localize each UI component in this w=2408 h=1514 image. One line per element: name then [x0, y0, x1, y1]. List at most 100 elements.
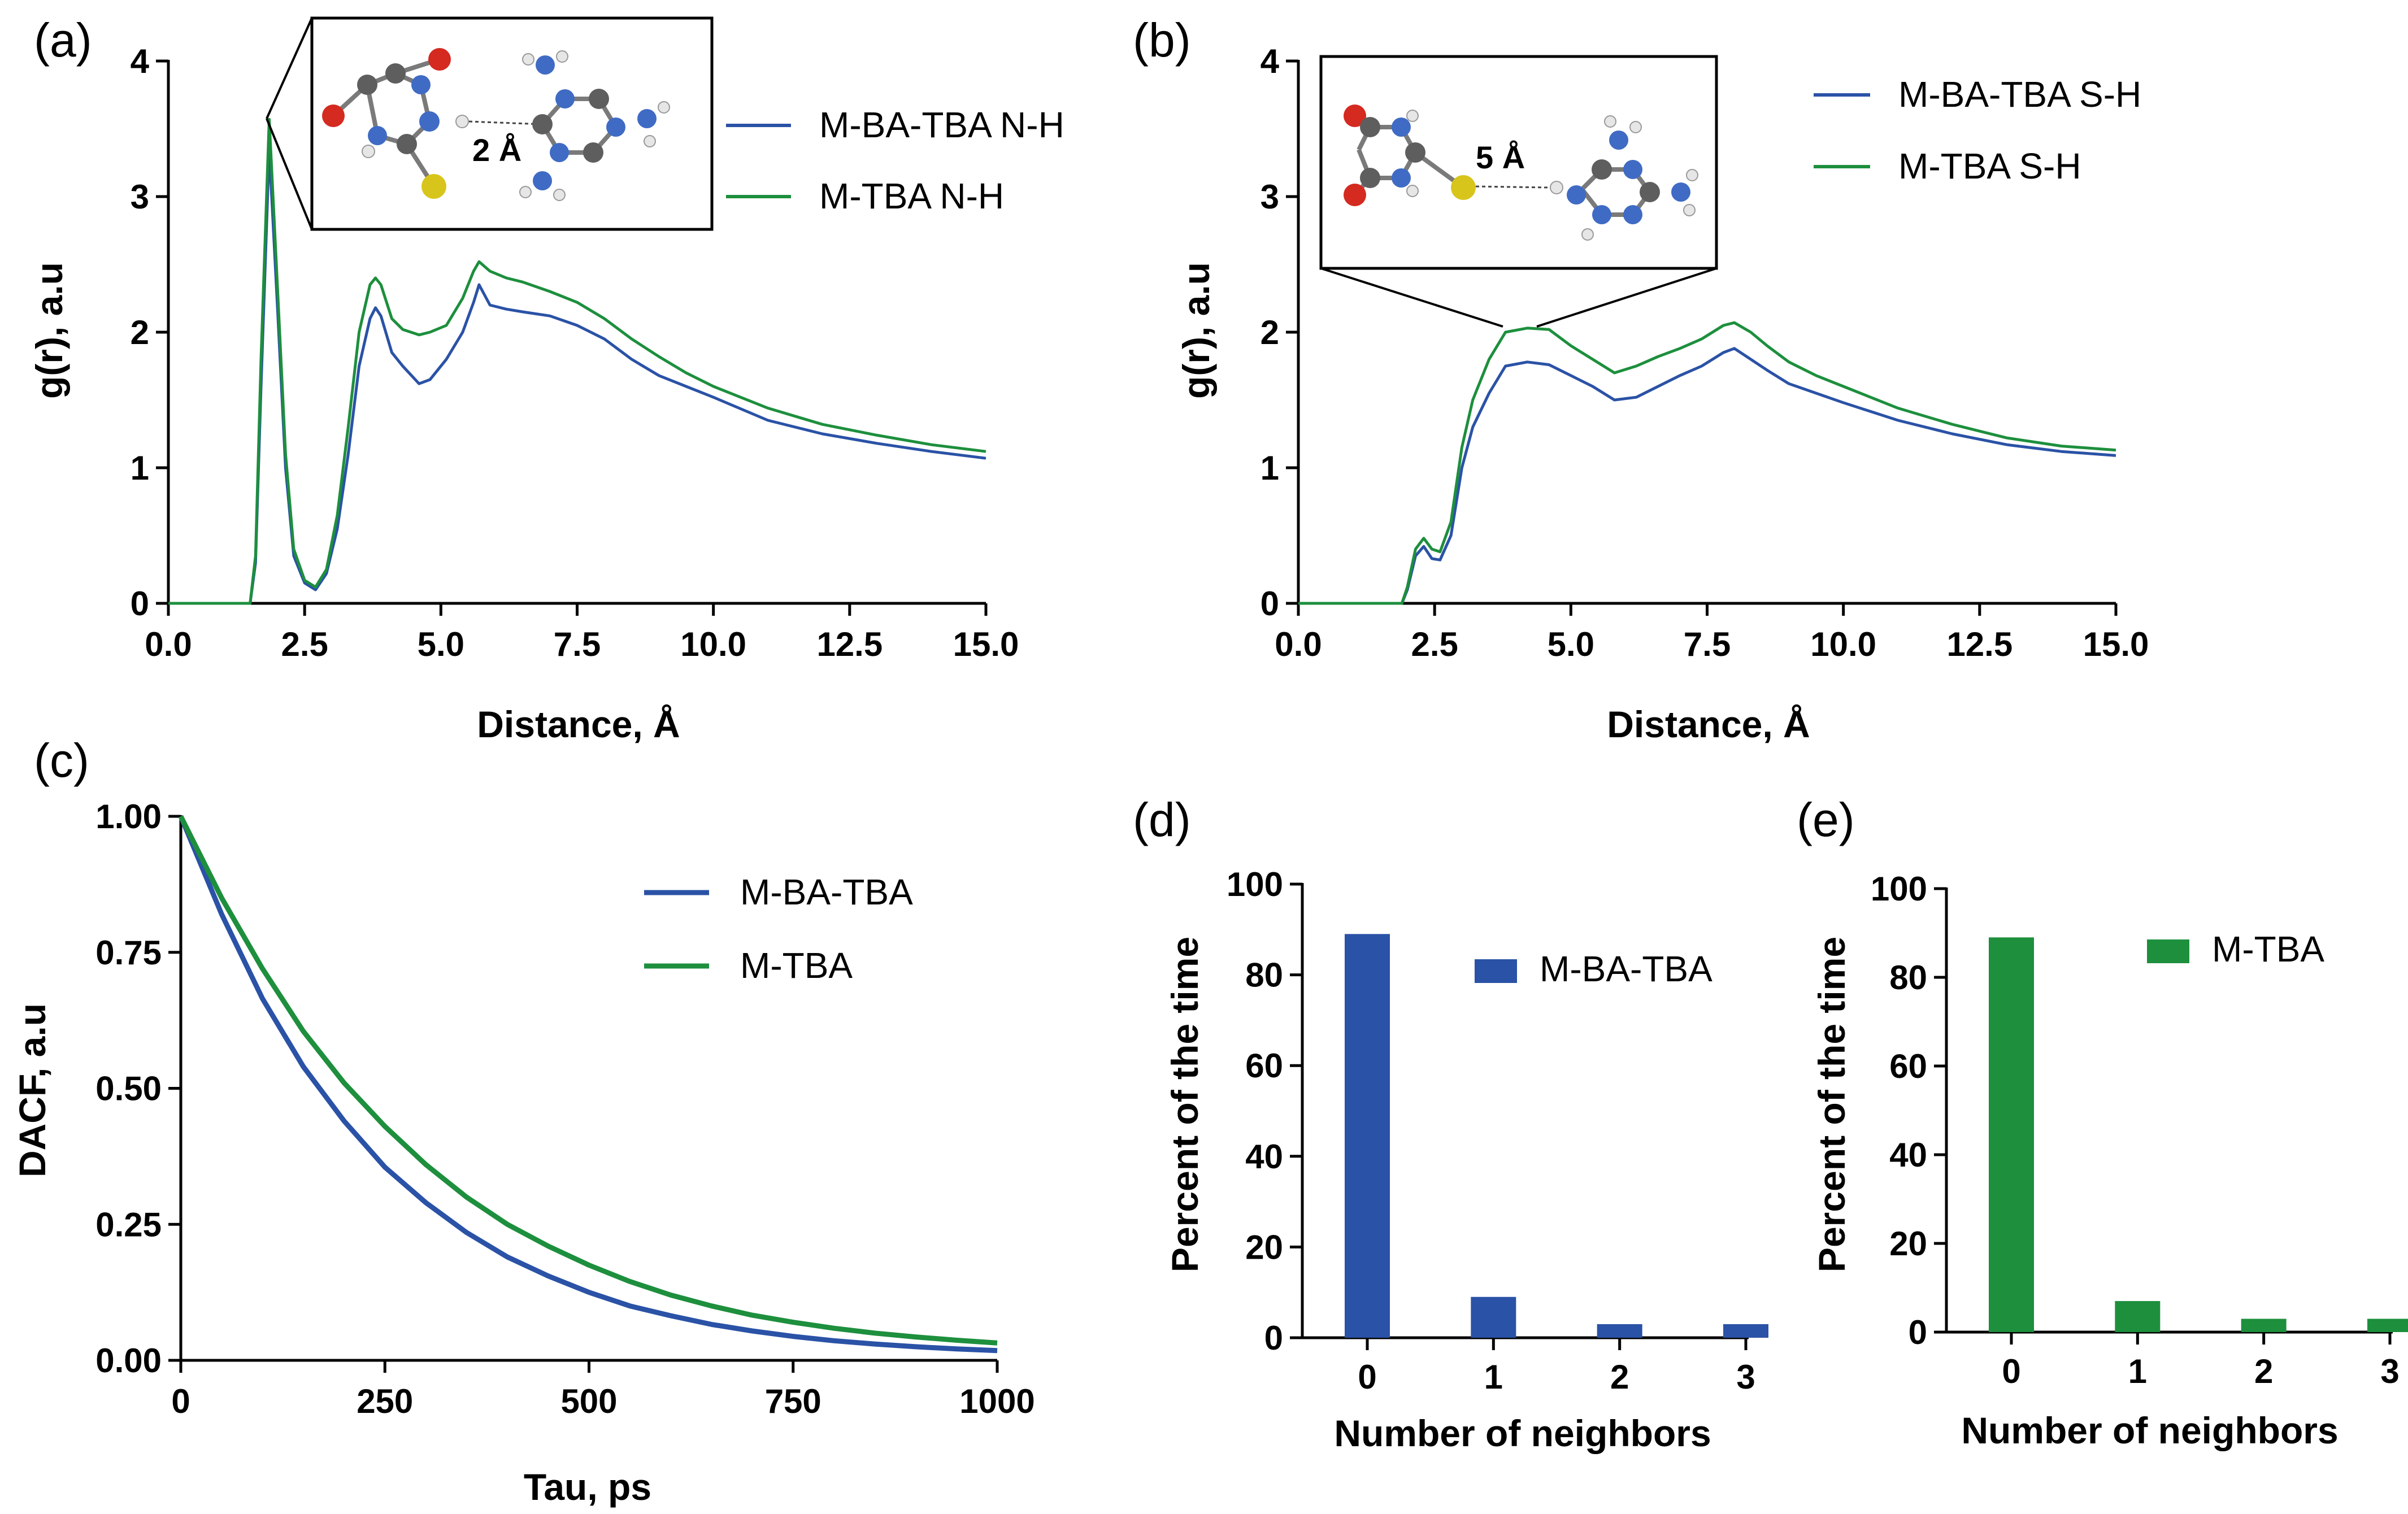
panel-e-bar-3 — [2367, 1319, 2408, 1332]
panel-e-x-tick-label: 0 — [2002, 1352, 2020, 1390]
panel-c-legend: M-BA-TBA M-TBA — [644, 872, 913, 986]
panel-e-x-tick-label: 1 — [2128, 1352, 2147, 1390]
panel-e-ylabel: Percent of the time — [1811, 937, 1853, 1272]
panel-c-plot: 0.00 0.25 0.50 0.75 1.00 0 250 500 750 1000 — [95, 798, 1035, 1420]
panel-a-legend: M-BA-TBA N-H M-TBA N-H — [726, 105, 1064, 216]
legend-label-m-ba-tba: M-BA-TBA — [740, 872, 913, 912]
panel-b-y-tick-label: 0 — [1260, 585, 1279, 623]
panel-c-x-tick-label: 1000 — [959, 1382, 1035, 1420]
panel-d-ylabel: Percent of the time — [1164, 937, 1206, 1272]
panel-b-x-tick-label: 7.5 — [1684, 625, 1731, 663]
panel-c-x-tick-label: 750 — [765, 1382, 821, 1420]
legend-swatch-e-m-tba — [2147, 939, 2189, 963]
panel-d: (d) Percent of the time Number of neighb… — [1133, 793, 1768, 1454]
panel-d-x-tick-label: 0 — [1358, 1358, 1376, 1396]
panel-a-y-tick-label: 4 — [131, 42, 150, 80]
panel-a-plot: 0 1 2 3 4 0.0 2.5 5.0 7.5 10.0 12.5 15.0 — [131, 42, 1019, 663]
legend-label-e-m-tba: M-TBA — [2212, 929, 2324, 969]
panel-d-plot: 0 20 40 60 80 100 0 1 2 3 — [1227, 865, 1768, 1396]
panel-e-y-tick-label: 0 — [1909, 1313, 1927, 1351]
inset-b-molecule-diagram — [1344, 105, 1698, 241]
legend-label-m-tba-sh: M-TBA S-H — [1898, 146, 2081, 186]
panel-a-x-tick-label: 10.0 — [680, 625, 746, 663]
panel-b-y-tick-label: 1 — [1260, 449, 1279, 487]
legend-label-m-tba-nh: M-TBA N-H — [819, 176, 1004, 216]
panel-d-bar-2 — [1597, 1324, 1642, 1338]
panel-c-y-tick-label: 0.25 — [95, 1206, 162, 1243]
panel-b-y-tick-label: 3 — [1260, 178, 1279, 216]
panel-e-xlabel: Number of neighbors — [1961, 1409, 2338, 1451]
panel-e-legend: M-TBA — [2147, 929, 2324, 969]
panel-b-plot: 0 1 2 3 4 0.0 2.5 5.0 7.5 10.0 12.5 15.0 — [1260, 42, 2149, 663]
panel-a-label: (a) — [34, 14, 92, 67]
panel-b-x-tick-label: 0.0 — [1275, 625, 1322, 663]
panel-e-y-tick-label: 100 — [1871, 870, 1927, 908]
panel-e: (e) Percent of the time Number of neighb… — [1797, 793, 2408, 1451]
panel-a-y-tick-label: 1 — [131, 449, 149, 487]
panel-a-x-tick-label: 12.5 — [816, 625, 883, 663]
panel-c-series-m-ba-tba — [178, 815, 998, 1354]
panel-d-y-tick-label: 40 — [1245, 1138, 1283, 1176]
panel-c-y-tick-label: 0.50 — [95, 1070, 162, 1108]
panel-d-y-tick-label: 0 — [1264, 1319, 1283, 1357]
panel-a-inset: 2 Å — [266, 16, 714, 231]
panel-e-bar-0 — [1989, 937, 2034, 1332]
panel-a-ylabel: g(r), a.u — [28, 262, 70, 399]
panel-a-y-tick-label: 2 — [131, 314, 149, 351]
panel-d-x-tick-label: 2 — [1610, 1358, 1629, 1396]
panel-e-bar-2 — [2241, 1319, 2287, 1332]
panel-b-inset: 5 Å — [1319, 55, 1718, 328]
panel-a-x-tick-label: 15.0 — [953, 625, 1019, 663]
panel-a-x-tick-label: 5.0 — [418, 625, 464, 663]
panel-d-bar-1 — [1471, 1297, 1516, 1338]
panel-e-bar-1 — [2115, 1301, 2161, 1332]
panel-d-y-tick-label: 60 — [1245, 1047, 1283, 1085]
inset-a-callout-line-2 — [266, 118, 313, 230]
panel-c-x-tick-label: 500 — [560, 1382, 617, 1420]
panel-b: (b) g(r), a.u Distance, Å 0 1 2 3 4 0.0 2.5 5.0… — [1133, 14, 2149, 745]
panel-c: (c) DACF, a.u Tau, ps 0.00 0.25 0.50 0.75 1.… — [11, 734, 1035, 1508]
inset-a-callout-line — [266, 18, 313, 119]
panel-d-bar-3 — [1723, 1324, 1768, 1338]
panel-d-x-tick-label: 3 — [1736, 1358, 1755, 1396]
panel-b-y-tick-label: 4 — [1260, 42, 1280, 80]
panel-c-series-m-tba — [178, 815, 998, 1346]
panel-a-x-tick-label: 2.5 — [281, 625, 328, 663]
panel-a-x-tick-label: 7.5 — [554, 625, 601, 663]
panel-e-label: (e) — [1797, 793, 1855, 846]
inset-b-callout-line-2 — [1536, 267, 1717, 328]
panel-c-y-tick-label: 0.00 — [95, 1342, 162, 1380]
panel-b-series-m-ba-tba-s-h — [1298, 347, 2116, 605]
panel-e-plot: 0 20 40 60 80 100 0 1 2 3 — [1871, 870, 2408, 1390]
panel-b-series-m-tba-s-h — [1298, 321, 2116, 605]
legend-label-m-tba: M-TBA — [740, 945, 853, 986]
panel-c-label: (c) — [34, 734, 89, 787]
legend-label-d-m-ba-tba: M-BA-TBA — [1540, 949, 1712, 989]
panel-b-ylabel: g(r), a.u — [1175, 262, 1217, 399]
panel-e-y-tick-label: 20 — [1889, 1225, 1927, 1263]
inset-b-callout-line — [1320, 267, 1503, 328]
inset-b-frame — [1319, 55, 1718, 270]
panel-d-bar-0 — [1345, 934, 1390, 1338]
panel-e-y-tick-label: 40 — [1889, 1136, 1927, 1174]
panel-b-y-tick-label: 2 — [1260, 314, 1279, 351]
panel-d-y-tick-label: 80 — [1245, 956, 1283, 994]
panel-a-x-tick-label: 0.0 — [145, 625, 192, 663]
panel-d-x-tick-label: 1 — [1484, 1358, 1503, 1396]
panel-e-x-tick-label: 2 — [2254, 1352, 2273, 1390]
inset-b-distance-label: 5 Å — [1476, 140, 1525, 175]
panel-d-y-tick-label: 100 — [1227, 865, 1283, 903]
inset-a-molecule-diagram — [322, 48, 670, 201]
panel-b-x-tick-label: 12.5 — [1946, 625, 2013, 663]
legend-swatch-d-m-ba-tba — [1475, 959, 1517, 983]
panel-b-x-tick-label: 2.5 — [1411, 625, 1458, 663]
inset-a-distance-label: 2 Å — [472, 132, 521, 168]
panel-b-legend: M-BA-TBA S-H M-TBA S-H — [1814, 74, 2141, 186]
panel-a-y-tick-label: 0 — [131, 585, 149, 623]
panel-e-y-tick-label: 80 — [1889, 959, 1927, 997]
panel-c-y-tick-label: 0.75 — [95, 934, 162, 972]
panel-a-xlabel: Distance, Å — [477, 703, 680, 745]
panel-b-x-tick-label: 15.0 — [2083, 625, 2149, 663]
panel-e-y-tick-label: 60 — [1889, 1047, 1927, 1085]
